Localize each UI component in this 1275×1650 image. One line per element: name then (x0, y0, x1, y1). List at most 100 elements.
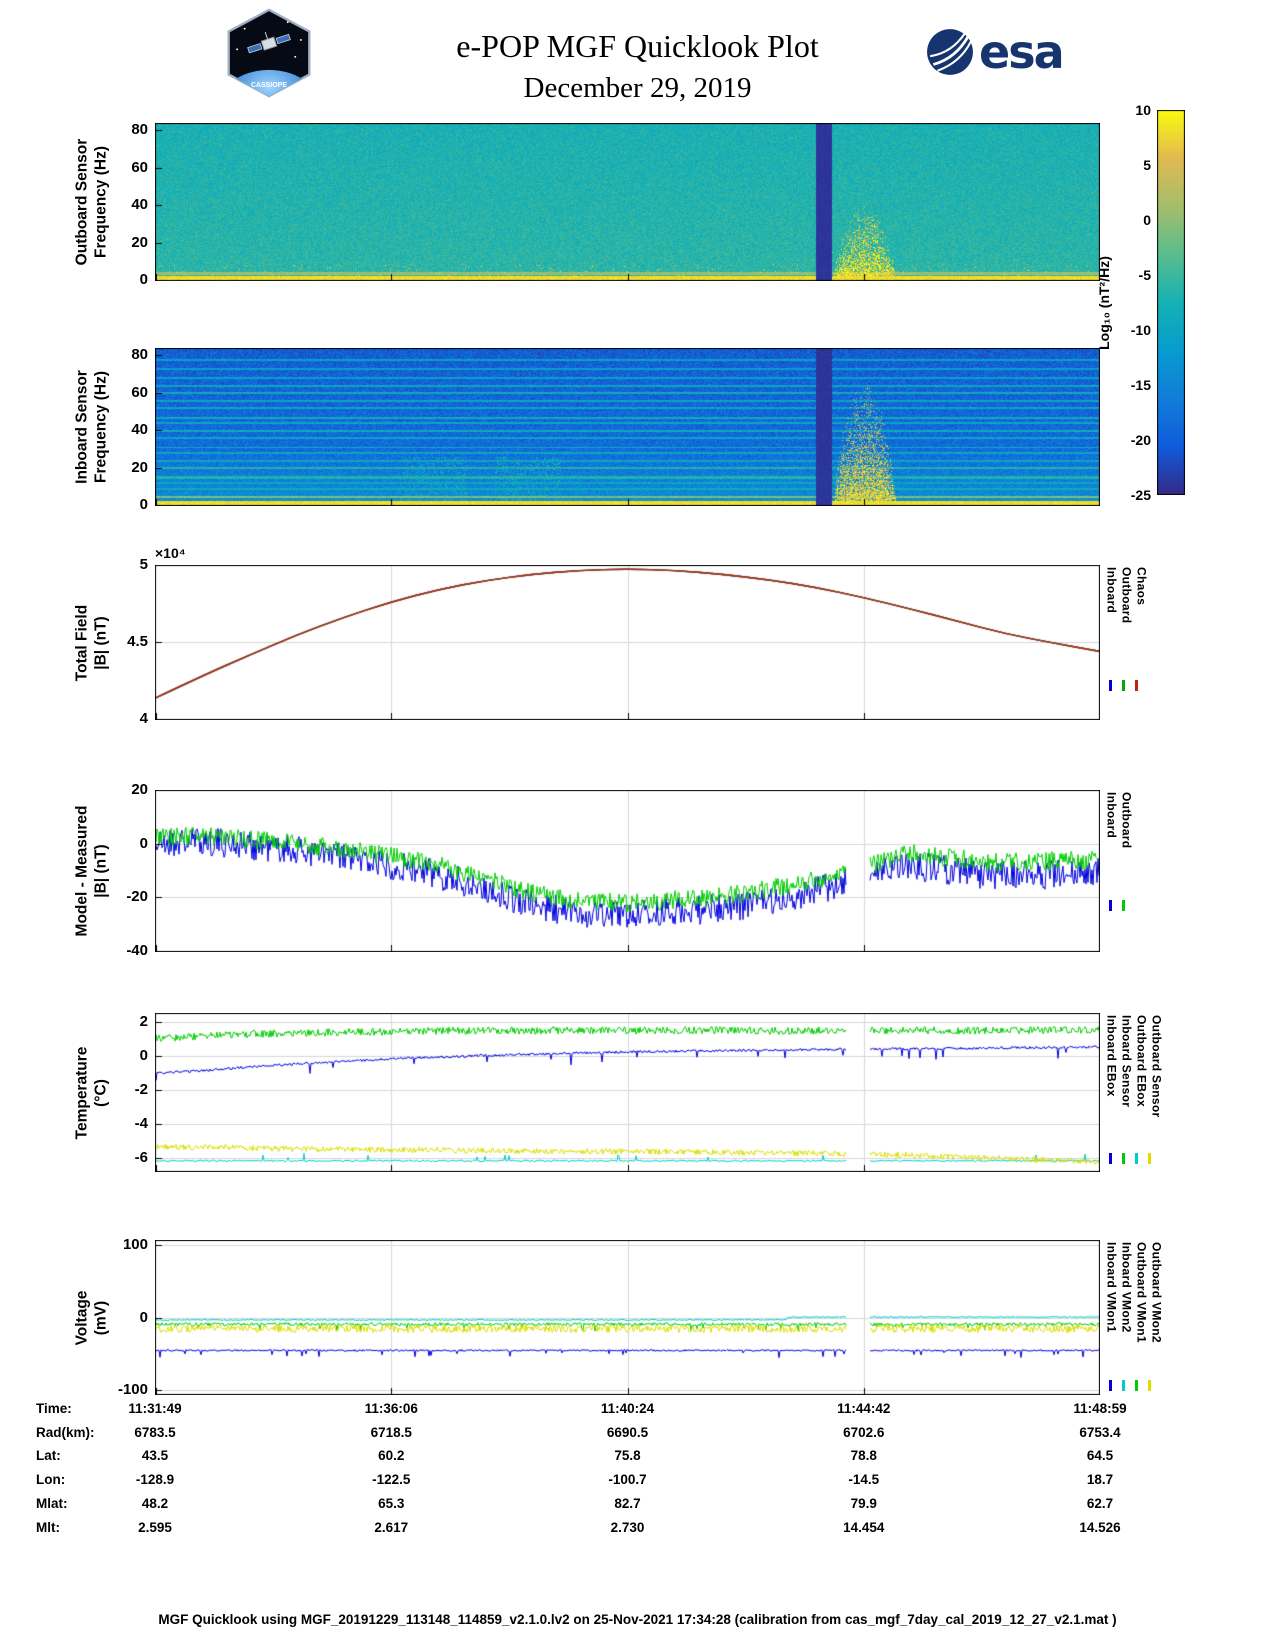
colorbar-axis-label-text: Log₁₀ (nT²/Hz) (1096, 255, 1112, 350)
y-tick-label: -100 (117, 1381, 148, 1398)
y-tick-label: 100 (122, 1236, 148, 1253)
legend-model-minus-measured: Inboard Outboard (1104, 792, 1134, 848)
colorbar-tick-label: -25 (1130, 487, 1151, 503)
legend-label-outboard-vmon2: Outboard VMon2 (1149, 1242, 1164, 1343)
xaxis-value: 11:40:24 (600, 1401, 655, 1416)
xaxis-value: 64.5 (1086, 1448, 1114, 1463)
y-tick-label: 0 (139, 496, 148, 513)
legend-mark-cell (1117, 900, 1130, 911)
panel-voltage: Voltage (mV) -100 0 100 Inboard VMon1 Inboard… (0, 1236, 1275, 1398)
y-tick-label: 4 (139, 710, 148, 727)
legend-label-outboard: Outboard (1119, 792, 1134, 849)
xaxis-value: 2.730 (610, 1520, 645, 1535)
panel-model-minus-measured: Model - Measured |B| (nT) -40 -20 0 20 Inboar… (0, 781, 1275, 959)
y-axis-label-text: Model - Measured |B| (nT) (73, 805, 109, 937)
xaxis-value: 11:44:42 (837, 1401, 891, 1416)
y-tick-label: 80 (131, 346, 148, 363)
legend-color-mark (1135, 1380, 1138, 1391)
legend-label-chaos: Chaos (1134, 567, 1149, 606)
legend-color-mark (1148, 1153, 1151, 1164)
xaxis-value: -14.5 (848, 1472, 880, 1487)
y-tick-label: -2 (134, 1081, 148, 1098)
colorbar-tick-label: -20 (1130, 432, 1151, 448)
xaxis-value: 60.2 (378, 1448, 405, 1463)
legend-voltage: Inboard VMon1 Inboard VMon2 Outboard VMon1… (1104, 1242, 1164, 1343)
y-tick-label: 5 (139, 556, 148, 573)
y-tick-label: 40 (131, 196, 148, 213)
y-tick-label: 0 (139, 1309, 148, 1326)
legend-color-mark (1148, 1380, 1151, 1391)
legend-mark-cell (1130, 680, 1143, 691)
esa-logo: esa (925, 24, 1065, 80)
y-tick-label: 2 (139, 1013, 148, 1030)
legend-mark-cell (1104, 680, 1117, 691)
xaxis-value: 14.454 (843, 1520, 885, 1535)
xaxis-row-label-lon: Lon: (36, 1472, 66, 1487)
colorbar-tick-label: 5 (1143, 157, 1151, 173)
legend-marks-temperature (1104, 1153, 1156, 1164)
legend-color-mark (1122, 1153, 1125, 1164)
legend-label-inboard-vmon2: Inboard VMon2 (1119, 1242, 1134, 1333)
legend-total-field: Inboard Outboard Chaos (1104, 567, 1149, 623)
xaxis-value: 2.595 (138, 1520, 172, 1535)
y-tick-label: 80 (131, 121, 148, 138)
legend-mark-cell (1117, 1153, 1130, 1164)
y-tick-label: -40 (126, 942, 148, 959)
satellite-icon (247, 31, 291, 54)
y-tick-label: -6 (134, 1149, 148, 1166)
xaxis-row-label-radkm: Rad(km): (36, 1425, 95, 1440)
legend-mark-cell (1143, 1153, 1156, 1164)
mission-logo-text: CASSIOPE (251, 82, 288, 89)
temperature-canvas (155, 1013, 1100, 1172)
esa-wordmark: esa (979, 25, 1065, 79)
xaxis-value: -122.5 (372, 1472, 411, 1487)
outboard-spectrogram-canvas (155, 123, 1100, 281)
legend-mark-cell (1117, 680, 1130, 691)
legend-color-mark (1122, 900, 1125, 911)
xaxis-value: 82.7 (614, 1496, 641, 1511)
xaxis-value: 6718.5 (370, 1425, 412, 1440)
xaxis-value: 18.7 (1086, 1472, 1114, 1487)
cassiope-mission-logo: CASSIOPE (222, 8, 316, 98)
xaxis-value: 43.5 (141, 1448, 169, 1463)
xaxis-value: 78.8 (850, 1448, 877, 1463)
legend-color-mark (1109, 1153, 1112, 1164)
y-axis-label-model-minus-measured: Model - Measured |B| (nT) (62, 790, 122, 952)
xaxis-row-label-mlat: Mlat: (36, 1496, 68, 1511)
esa-globe-icon (927, 29, 973, 75)
panel-total-field: Total Field |B| (nT) 4 4.5 5 ×10⁴ Inboard Outb… (0, 545, 1275, 727)
xaxis-value: 48.2 (141, 1496, 169, 1511)
legend-color-mark (1109, 680, 1112, 691)
model-minus-measured-canvas (155, 790, 1100, 952)
y-tick-label: -4 (134, 1115, 148, 1132)
legend-color-mark (1135, 680, 1138, 691)
legend-label-outboard-ebox: Outboard EBox (1134, 1015, 1149, 1107)
xaxis-value: 79.9 (850, 1496, 877, 1511)
legend-label-inboard: Inboard (1104, 567, 1119, 614)
y-tick-label: 0 (139, 271, 148, 288)
y-tick-label: 40 (131, 421, 148, 438)
legend-mark-cell (1143, 1380, 1156, 1391)
legend-marks-total-field (1104, 680, 1143, 691)
colorbar-axis-label: Log₁₀ (nT²/Hz) (1091, 110, 1117, 495)
xaxis-value: 6690.5 (606, 1425, 649, 1440)
xaxis-value: 14.526 (1079, 1520, 1121, 1535)
legend-mark-cell (1117, 1380, 1130, 1391)
legend-color-mark (1109, 900, 1112, 911)
xaxis-value: 2.617 (374, 1520, 409, 1535)
xaxis-value: 75.8 (614, 1448, 641, 1463)
xaxis-value: -100.7 (608, 1472, 647, 1487)
figure-date: December 29, 2019 (523, 72, 752, 104)
legend-marks-model-minus-measured (1104, 900, 1130, 911)
y-tick-label: 20 (131, 459, 148, 476)
colorbar-tick-label: -5 (1138, 267, 1151, 283)
voltage-canvas (155, 1240, 1100, 1395)
colorbar-tick-label: 10 (1135, 102, 1151, 118)
y-tick-label: 60 (131, 159, 148, 176)
panel-inboard-spectrogram: Inboard Sensor Frequency (Hz) 0 20 40 60 80 (0, 346, 1275, 513)
xaxis-row-label-lat: Lat: (36, 1448, 61, 1463)
legend-mark-cell (1104, 1153, 1117, 1164)
xaxis-row-label-mlt: Mlt: (36, 1520, 60, 1535)
y-tick-label: 20 (131, 234, 148, 251)
